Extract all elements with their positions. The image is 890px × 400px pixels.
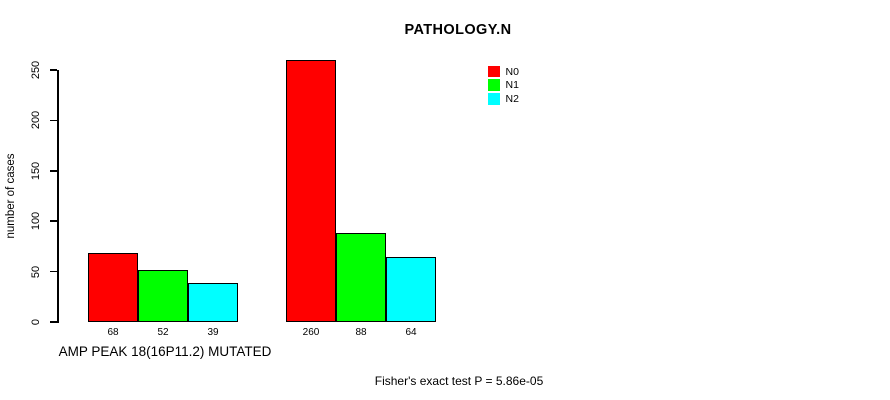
bar-value-label: 39: [207, 327, 219, 338]
bar-n2-group-2: [386, 257, 436, 322]
y-tick-mark: [50, 69, 57, 71]
y-tick-mark: [50, 170, 57, 172]
y-tick-label: 250: [30, 60, 42, 80]
y-tick-label: 50: [30, 265, 42, 278]
legend-item-n2: N2: [488, 93, 519, 105]
y-tick-mark: [50, 220, 57, 222]
bar-value-label: 260: [302, 327, 320, 338]
y-tick-label: 200: [30, 111, 42, 130]
bar-n1-group-1: [138, 269, 188, 322]
y-tick-label: 100: [30, 212, 42, 231]
legend-label: N1: [505, 79, 519, 92]
legend-swatch-n0: [488, 65, 500, 78]
bar-n0-group-1: [88, 253, 138, 322]
x-axis-label: AMP PEAK 18(16P11.2) MUTATED: [58, 344, 272, 359]
legend-item-n0: N0: [488, 66, 519, 78]
bar-n0-group-2: [286, 59, 336, 322]
legend-swatch-n2: [488, 93, 500, 105]
y-axis-title: number of cases: [5, 153, 17, 239]
legend-item-n1: N1: [488, 79, 519, 91]
bar-value-label: 88: [355, 327, 367, 338]
bar-value-label: 52: [157, 327, 169, 338]
y-tick-mark: [50, 321, 57, 323]
y-tick-label: 0: [30, 318, 42, 326]
y-tick-label: 150: [30, 161, 42, 180]
chart-title: PATHOLOGY.N: [404, 22, 512, 38]
legend-swatch-n1: [488, 79, 500, 91]
bar-n1-group-2: [336, 233, 386, 322]
bar-value-label: 64: [405, 327, 417, 338]
footnote-pvalue: Fisher's exact test P = 5.86e-05: [374, 374, 544, 388]
bar-n2-group-1: [188, 282, 238, 322]
y-axis-line: [57, 69, 59, 323]
bar-value-label: 68: [107, 327, 119, 338]
y-tick-mark: [50, 119, 57, 122]
y-tick-mark: [50, 270, 57, 273]
legend-label: N2: [505, 92, 519, 105]
legend-label: N0: [505, 65, 519, 78]
